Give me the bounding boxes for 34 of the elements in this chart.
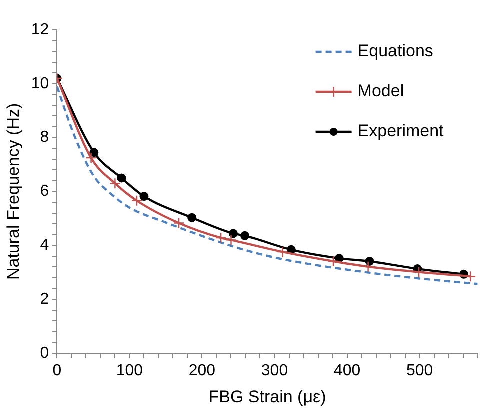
x-tick-label: 200 <box>188 362 216 380</box>
point <box>228 229 238 238</box>
point <box>413 266 425 278</box>
point <box>86 152 97 164</box>
point <box>215 232 227 244</box>
x-tick-label: 300 <box>261 362 288 380</box>
legend-label: Equations <box>358 42 434 61</box>
point <box>140 192 149 202</box>
point <box>110 178 121 190</box>
legend-label: Model <box>358 82 404 101</box>
x-tick-label: 400 <box>334 362 361 380</box>
point <box>188 213 197 222</box>
y-tick-label: 8 <box>40 129 50 146</box>
point <box>240 231 250 240</box>
y-tick-label: 2 <box>40 290 50 308</box>
y-axis-title: Natural Frequency (Hz) <box>4 103 23 280</box>
x-axis-title: FBG Strain (με) <box>208 387 326 406</box>
y-tick-label: 0 <box>40 344 50 362</box>
y-tick-label: 6 <box>40 183 50 200</box>
x-tick-label: 0 <box>52 362 62 380</box>
point <box>173 218 185 229</box>
y-tick-label: 4 <box>40 237 50 254</box>
point <box>464 270 476 282</box>
x-tick-label: 100 <box>116 362 144 380</box>
legend-label: Experiment <box>358 122 444 141</box>
point <box>90 148 99 158</box>
point <box>117 174 126 183</box>
y-tick-label: 10 <box>31 75 50 92</box>
x-tick-label: 500 <box>406 362 434 380</box>
point <box>226 234 237 246</box>
point <box>328 256 340 268</box>
point <box>277 246 288 258</box>
y-tick-label: 12 <box>31 21 50 38</box>
point <box>131 195 143 206</box>
